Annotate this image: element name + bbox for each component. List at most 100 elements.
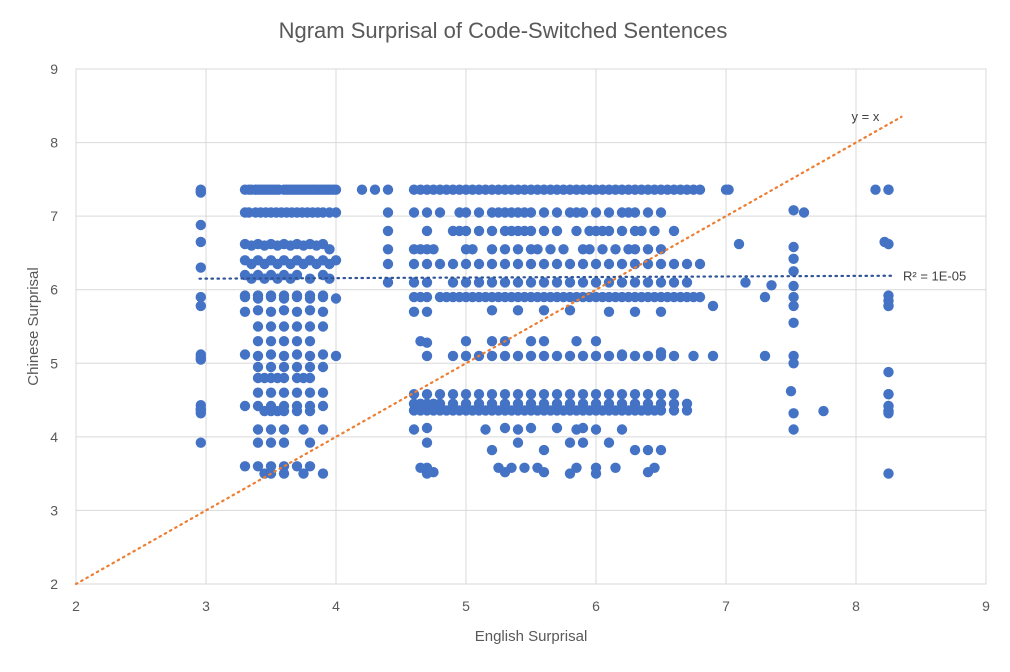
data-point (278, 305, 290, 316)
data-point (883, 468, 894, 479)
data-point (759, 291, 771, 303)
data-point (291, 269, 303, 281)
data-point (317, 387, 329, 398)
data-point (616, 389, 628, 400)
data-point (265, 321, 277, 332)
data-point (421, 277, 433, 288)
data-point (278, 361, 290, 373)
y-tick-label: 4 (50, 429, 58, 445)
data-point (551, 225, 563, 237)
x-tick-label: 4 (332, 598, 340, 614)
y-axis-title: Chinese Surprisal (25, 267, 42, 385)
data-point (603, 437, 615, 448)
data-point (610, 244, 621, 255)
data-point (512, 398, 524, 409)
y-tick-label: 5 (50, 355, 58, 371)
data-point (603, 258, 615, 270)
data-point (788, 241, 799, 253)
data-point (616, 424, 628, 435)
trendline (198, 274, 897, 280)
data-point (278, 437, 290, 448)
data-point (512, 350, 524, 362)
data-point (519, 462, 530, 473)
data-point (265, 306, 277, 317)
data-point (551, 350, 563, 362)
data-point (525, 422, 537, 434)
data-point (499, 244, 511, 255)
data-point (577, 207, 589, 218)
data-point (590, 398, 602, 409)
data-point (512, 244, 524, 255)
data-point (499, 277, 511, 288)
data-point (278, 350, 290, 362)
data-point (788, 266, 799, 277)
data-point (642, 467, 654, 478)
data-point (195, 300, 206, 312)
data-point (538, 444, 550, 456)
data-point (382, 207, 394, 218)
data-point (330, 350, 342, 362)
data-point (291, 387, 303, 398)
data-point (467, 244, 478, 255)
data-point (538, 389, 550, 400)
data-point (252, 361, 264, 373)
data-point (291, 461, 303, 472)
data-point (480, 424, 491, 435)
data-point (590, 277, 602, 288)
data-point (317, 321, 329, 332)
data-point (252, 305, 264, 316)
data-point (603, 225, 615, 237)
data-point (668, 258, 680, 270)
data-point (688, 350, 699, 362)
data-point (460, 258, 472, 270)
data-point (304, 305, 316, 316)
data-point (252, 387, 264, 398)
data-point (668, 389, 680, 400)
data-point (330, 207, 342, 218)
data-point (304, 273, 316, 284)
data-point (252, 437, 264, 448)
data-point (330, 293, 342, 304)
data-point (304, 461, 316, 472)
data-point (766, 280, 777, 291)
x-tick-label: 6 (592, 598, 600, 614)
data-point (195, 219, 206, 231)
data-point (740, 277, 751, 288)
data-point (486, 389, 498, 400)
data-point (590, 468, 602, 479)
data-point (694, 291, 706, 303)
data-point (655, 444, 667, 456)
data-point (486, 444, 498, 456)
data-point (356, 184, 368, 195)
data-point (486, 350, 498, 362)
data-point (538, 467, 550, 478)
data-point (642, 444, 654, 456)
data-point (447, 258, 459, 270)
data-point (590, 207, 602, 218)
data-point (434, 258, 446, 270)
data-point (668, 277, 680, 288)
data-point (694, 184, 706, 195)
data-point (649, 225, 660, 237)
data-point (538, 277, 550, 288)
data-point (291, 321, 303, 332)
x-tick-label: 9 (982, 598, 990, 614)
data-point (304, 321, 316, 332)
data-point (616, 277, 628, 288)
data-point (788, 408, 799, 419)
data-point (195, 437, 206, 448)
data-point (428, 244, 439, 255)
x-tick-label: 5 (462, 598, 470, 614)
data-point (434, 207, 446, 218)
data-point (590, 350, 602, 362)
data-point (545, 244, 556, 255)
data-point (616, 258, 628, 270)
y-axis-ticks: 2 3 4 5 6 7 8 9 (50, 61, 58, 592)
data-point (538, 398, 550, 409)
data-point (564, 437, 576, 448)
data-point (577, 398, 589, 409)
data-point (447, 350, 459, 362)
data-point (616, 398, 628, 409)
data-point (642, 389, 654, 400)
